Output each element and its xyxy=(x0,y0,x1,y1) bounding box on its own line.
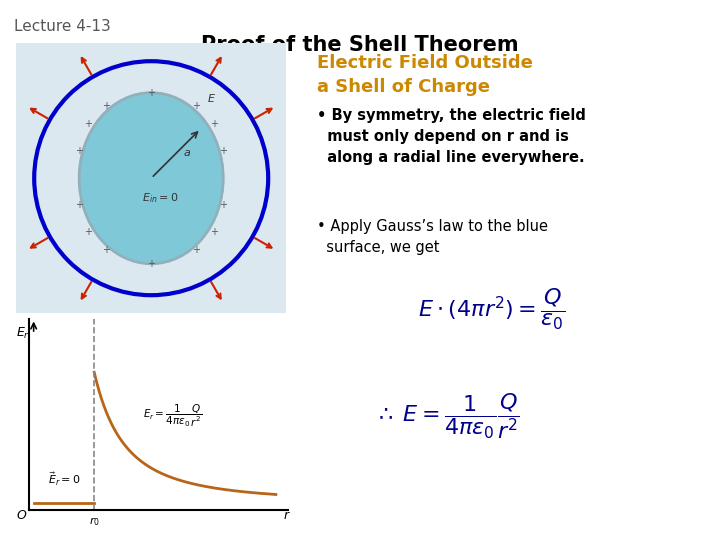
Text: • Apply Gauss’s law to the blue
  surface, we get: • Apply Gauss’s law to the blue surface,… xyxy=(317,219,548,255)
Text: +: + xyxy=(219,146,228,156)
Ellipse shape xyxy=(79,93,223,264)
Text: +: + xyxy=(84,119,92,129)
Text: $E_r$: $E_r$ xyxy=(16,326,30,341)
Text: +: + xyxy=(102,245,110,255)
Text: +: + xyxy=(192,245,200,255)
Text: Proof of the Shell Theorem: Proof of the Shell Theorem xyxy=(201,35,519,55)
Text: • By symmetry, the electric field
  must only depend on r and is
  along a radia: • By symmetry, the electric field must o… xyxy=(317,108,585,165)
Text: $r_0$: $r_0$ xyxy=(89,515,99,528)
Text: $\vec{E}_r = 0$: $\vec{E}_r = 0$ xyxy=(48,470,81,488)
Text: Electric Field Outside
a Shell of Charge: Electric Field Outside a Shell of Charge xyxy=(317,54,533,96)
Text: $E$: $E$ xyxy=(207,92,216,104)
Text: Lecture 4-13: Lecture 4-13 xyxy=(14,19,111,34)
Text: +: + xyxy=(210,119,218,129)
Text: $O$: $O$ xyxy=(17,509,27,522)
Text: +: + xyxy=(84,227,92,237)
FancyBboxPatch shape xyxy=(17,43,286,313)
Text: +: + xyxy=(147,87,156,98)
Text: +: + xyxy=(75,146,84,156)
Text: $E_{in}=0$: $E_{in}=0$ xyxy=(142,191,179,205)
Text: +: + xyxy=(75,200,84,210)
Text: $r$: $r$ xyxy=(283,509,290,522)
Text: $E \cdot (4\pi r^2) = \dfrac{Q}{\varepsilon_0}$: $E \cdot (4\pi r^2) = \dfrac{Q}{\varepsi… xyxy=(418,286,564,332)
Text: $E_r = \dfrac{1}{4\pi\varepsilon_0}\dfrac{Q}{r^2}$: $E_r = \dfrac{1}{4\pi\varepsilon_0}\dfra… xyxy=(143,402,202,429)
Text: +: + xyxy=(210,227,218,237)
Text: +: + xyxy=(219,200,228,210)
Text: +: + xyxy=(192,101,200,111)
Text: $a$: $a$ xyxy=(183,148,191,158)
Text: $\therefore\; E = \dfrac{1}{4\pi\varepsilon_0}\dfrac{Q}{r^2}$: $\therefore\; E = \dfrac{1}{4\pi\varepsi… xyxy=(374,392,520,441)
Text: +: + xyxy=(102,101,110,111)
Text: +: + xyxy=(147,259,156,269)
